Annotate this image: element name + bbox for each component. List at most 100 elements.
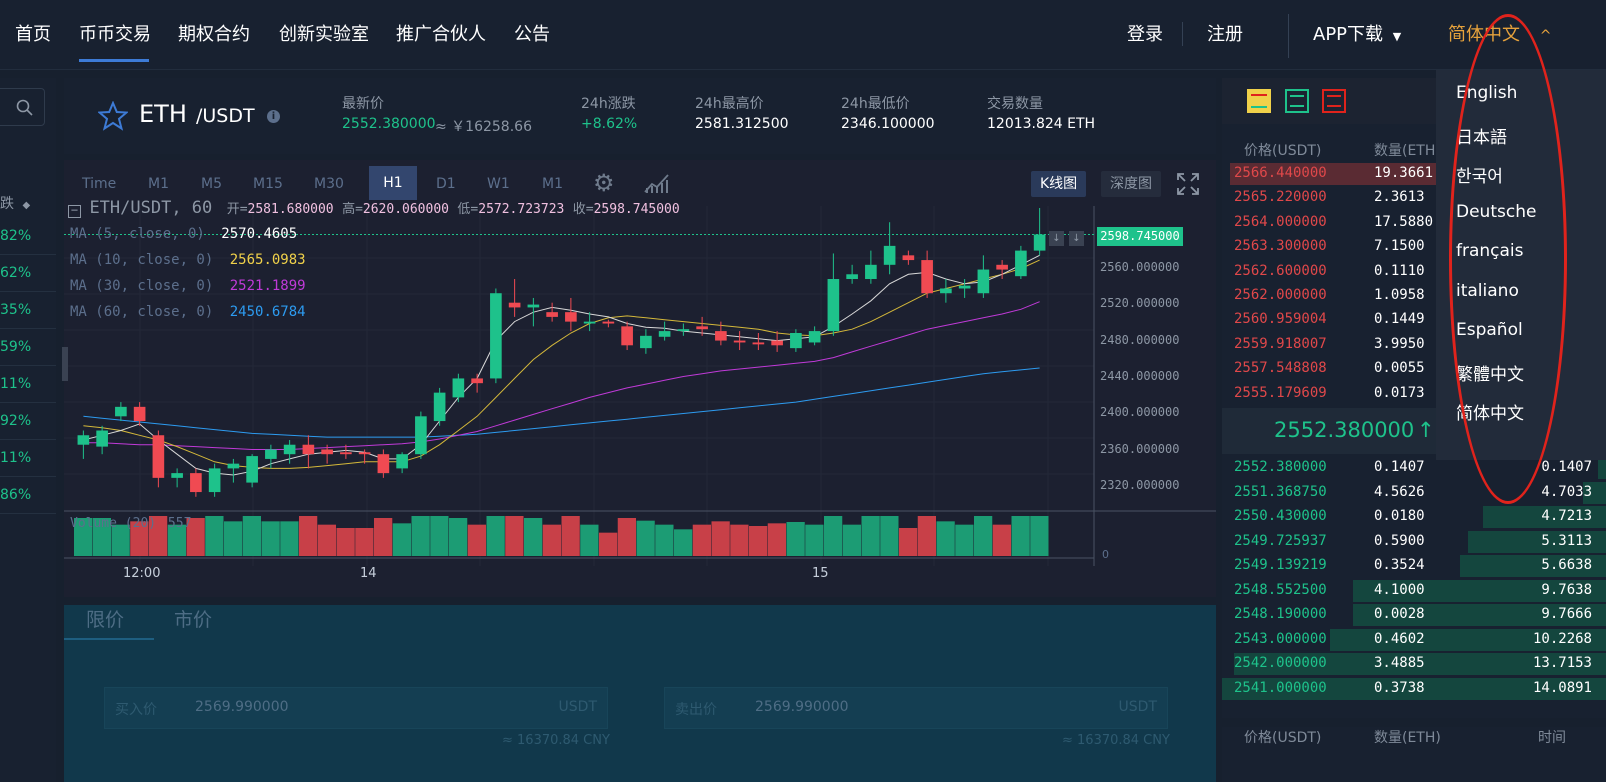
market-change-item[interactable]: 11% — [0, 440, 56, 477]
bid-row[interactable]: 2549.139219 0.3524 5.6638 — [1222, 554, 1606, 578]
y-axis-label: 2400.000000 — [1100, 405, 1180, 420]
volume-bar — [74, 518, 93, 556]
bid-row[interactable]: 2548.552500 4.1000 9.7638 — [1222, 579, 1606, 603]
volume-bar — [205, 516, 224, 556]
bid-amount: 0.5900 — [1374, 532, 1425, 549]
market-change-item[interactable]: 82% — [0, 218, 56, 255]
register-link[interactable]: 注册 — [1207, 24, 1243, 45]
nav-home[interactable]: 首页 — [15, 24, 51, 45]
timeframe-m30[interactable]: M30 — [314, 176, 344, 192]
ask-row[interactable]: 2555.179609 0.0173 — [1222, 382, 1606, 406]
timeframe-month[interactable]: M1 — [542, 176, 563, 192]
bid-row[interactable]: 2548.190000 0.0028 9.7666 — [1222, 603, 1606, 627]
book-mode-both-icon[interactable] — [1247, 89, 1271, 113]
buy-price-input[interactable]: 买入价 2569.990000 USDT — [104, 687, 608, 729]
candle-body — [246, 456, 258, 483]
nav-divider — [1288, 14, 1289, 58]
change-column-header[interactable]: 涨跌 ◆ — [0, 193, 30, 213]
market-search-box[interactable] — [0, 88, 45, 126]
market-change-item[interactable]: 11% — [0, 366, 56, 403]
timeframe-w1[interactable]: W1 — [487, 176, 510, 192]
favorite-star-icon[interactable] — [98, 101, 128, 131]
timeframe-time[interactable]: Time — [82, 176, 117, 192]
indicators-icon[interactable] — [644, 172, 670, 194]
candle-body — [208, 468, 221, 493]
timeframe-m15[interactable]: M15 — [253, 176, 283, 192]
ask-price: 2557.548808 — [1234, 360, 1327, 377]
candle-body — [546, 312, 558, 317]
price-chart[interactable] — [64, 206, 1216, 597]
market-change-item[interactable]: 62% — [0, 255, 56, 292]
nav-options[interactable]: 期权合约 — [178, 24, 250, 45]
timeframe-m5[interactable]: M5 — [201, 176, 222, 192]
market-change-item[interactable]: 86% — [0, 477, 56, 514]
timeframe-h1[interactable]: H1 — [369, 166, 417, 200]
timeframe-d1[interactable]: D1 — [436, 176, 456, 192]
app-download-menu[interactable]: APP下载 ▼ — [1313, 20, 1401, 46]
market-change-item[interactable]: 35% — [0, 292, 56, 329]
trades-header-amount: 数量(ETH) — [1374, 730, 1441, 746]
settings-gear-icon[interactable]: ⚙ — [593, 169, 615, 197]
volume-bar — [749, 526, 768, 556]
market-change-item[interactable]: 92% — [0, 403, 56, 440]
market-list-panel: 涨跌 ◆ 82%62%35%59%11%92%11%86% — [0, 78, 56, 782]
candle-body — [77, 435, 90, 445]
sell-price-label: 卖出价 — [675, 702, 717, 718]
ask-row[interactable]: 2557.548808 0.0055 — [1222, 357, 1606, 381]
collapse-legend-icon[interactable]: − — [68, 204, 81, 218]
volume-bar — [130, 521, 149, 556]
book-mode-bids-icon[interactable] — [1285, 89, 1309, 113]
candle-body — [171, 473, 183, 478]
nav-spot-trading[interactable]: 币币交易 — [79, 24, 151, 45]
fullscreen-icon[interactable] — [1176, 172, 1200, 196]
scroll-end-icon[interactable]: ↓ — [1069, 231, 1084, 246]
candle-body — [190, 473, 202, 493]
ask-row[interactable]: 2562.000000 1.0958 — [1222, 284, 1606, 308]
volume-bar — [992, 524, 1011, 556]
bid-row[interactable]: 2542.000000 3.4885 13.7153 — [1222, 652, 1606, 676]
candle-body — [883, 245, 896, 265]
bid-price: 2548.190000 — [1234, 606, 1327, 622]
depth-tab[interactable]: 深度图 — [1101, 171, 1161, 197]
trades-header-time: 时间 — [1538, 730, 1566, 746]
kline-tab[interactable]: K线图 — [1031, 171, 1087, 197]
bid-row[interactable]: 2551.368750 4.5626 4.7033 — [1222, 481, 1606, 505]
market-change-item[interactable]: 59% — [0, 329, 56, 366]
candle-body — [715, 331, 727, 341]
bid-amount: 3.4885 — [1374, 655, 1425, 671]
nav-announcements[interactable]: 公告 — [514, 24, 550, 45]
volume-value: 12013.824 ETH — [987, 116, 1096, 132]
tab-market[interactable]: 市价 — [174, 609, 213, 631]
candle-body — [808, 331, 821, 343]
book-mode-asks-icon[interactable] — [1322, 89, 1346, 113]
nav-innovation-lab[interactable]: 创新实验室 — [279, 24, 369, 45]
info-icon[interactable]: i — [267, 110, 280, 123]
bid-total: 4.7213 — [1541, 508, 1592, 524]
bid-row[interactable]: 2543.000000 0.4602 10.2268 — [1222, 628, 1606, 652]
bid-depth-bar — [1582, 481, 1606, 504]
bid-row[interactable]: 2549.725937 0.5900 5.3113 — [1222, 530, 1606, 554]
y-axis-label: 2560.000000 — [1100, 260, 1180, 274]
ask-price: 2560.959004 — [1234, 311, 1327, 328]
sell-price-input[interactable]: 卖出价 2569.990000 USDT — [664, 687, 1168, 729]
bid-row[interactable]: 2541.000000 0.3738 14.0891 — [1222, 677, 1606, 701]
chart-collapse-handle[interactable] — [62, 347, 68, 381]
login-link[interactable]: 登录 — [1127, 24, 1163, 45]
candle-body — [527, 304, 540, 308]
timeframe-m1[interactable]: M1 — [148, 176, 169, 192]
ma60-value: 2450.6784 — [229, 304, 306, 320]
candle-body — [583, 321, 596, 324]
volume-bar — [167, 524, 186, 556]
candle-body — [733, 340, 746, 343]
bid-row[interactable]: 2552.380000 0.1407 0.1407 — [1222, 456, 1606, 480]
volume-bar — [636, 520, 655, 556]
close-label: 收= — [572, 202, 594, 217]
scroll-down-icon[interactable]: ↓ — [1049, 231, 1064, 246]
tab-limit[interactable]: 限价 — [86, 609, 125, 631]
bid-row[interactable]: 2550.430000 0.0180 4.7213 — [1222, 505, 1606, 529]
candle-body — [602, 321, 615, 324]
volume-bar — [674, 529, 693, 556]
sell-price-cny: ≈ 16370.84 CNY — [1062, 733, 1170, 748]
nav-partners[interactable]: 推广合伙人 — [396, 24, 486, 45]
candle-body — [621, 326, 633, 346]
